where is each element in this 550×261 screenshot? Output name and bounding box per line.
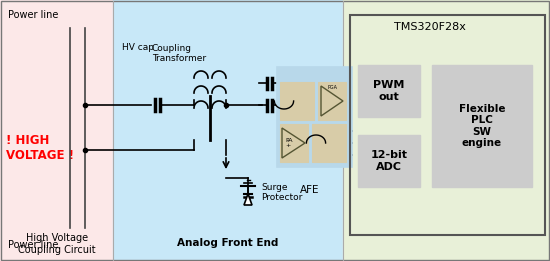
Text: HV cap: HV cap [122,43,154,52]
Text: PGA: PGA [328,85,338,90]
Text: Surge
Protector: Surge Protector [261,183,303,202]
Text: ! HIGH
VOLTAGE !: ! HIGH VOLTAGE ! [6,134,74,162]
Text: 12-bit
ADC: 12-bit ADC [371,150,408,172]
Bar [358,65,420,117]
Bar [0,0,113,261]
Bar [277,67,352,167]
Text: Analog Front End: Analog Front End [177,238,279,248]
Bar [280,124,308,162]
Bar [350,15,545,235]
Bar [343,0,550,261]
Bar [318,82,346,120]
Bar [113,0,343,261]
Text: High Voltage
Coupling Circuit: High Voltage Coupling Circuit [18,233,96,254]
Text: PWM
out: PWM out [373,80,405,102]
Text: Power line: Power line [8,10,58,20]
Bar [312,124,346,162]
Bar [280,82,314,120]
Text: Coupling
Transformer: Coupling Transformer [152,44,206,63]
Polygon shape [244,194,252,205]
Bar [358,135,420,187]
Text: PA
+: PA + [285,138,293,149]
Text: TMS320F28x: TMS320F28x [394,22,466,32]
Text: Flexible
PLC
SW
engine: Flexible PLC SW engine [459,104,505,149]
Bar [432,65,532,187]
Text: AFE: AFE [300,185,320,195]
Text: Power line: Power line [8,240,58,250]
